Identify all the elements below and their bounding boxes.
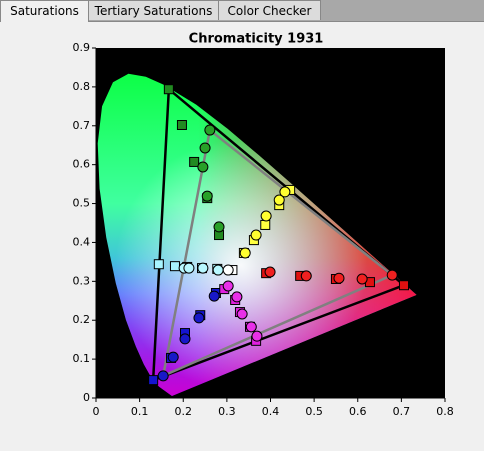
target-point: [398, 280, 409, 291]
measured-point: [197, 262, 209, 274]
measured-point: [213, 221, 225, 233]
measured-point: [236, 308, 248, 320]
measured-point: [157, 370, 169, 382]
measured-point: [167, 351, 179, 363]
measured-point: [208, 290, 220, 302]
gamut-triangle: [161, 127, 395, 378]
measured-point: [300, 270, 312, 282]
chart: Chromaticity 1931 0 0.1 0.2 0.3 0.4 0.5 0.6 0.7…: [73, 32, 454, 419]
x-tick-label: 0.5: [305, 405, 323, 418]
measured-point: [197, 161, 209, 173]
measured-point: [199, 142, 211, 154]
measured-point: [279, 186, 291, 198]
x-tick-label: 0: [93, 405, 100, 418]
measured-point: [239, 247, 251, 259]
tab-bar: Saturations Tertiary Saturations Color C…: [0, 0, 484, 22]
measured-point: [333, 272, 345, 284]
tab[interactable]: Saturations: [0, 0, 89, 22]
measured-point: [386, 269, 398, 281]
x-tick-label: 0.7: [393, 405, 411, 418]
measured-point: [179, 333, 191, 345]
y-tick-label: 0.3: [73, 274, 91, 287]
measured-point: [264, 266, 276, 278]
target-point: [189, 156, 200, 167]
measured-point: [250, 229, 262, 241]
measured-point: [212, 264, 224, 276]
x-tick-label: 0.6: [349, 405, 367, 418]
x-tick-label: 0.3: [218, 405, 236, 418]
tab[interactable]: Tertiary Saturations: [88, 0, 219, 20]
target-point: [260, 219, 271, 230]
x-tick-label: 0.8: [436, 405, 454, 418]
x-tick-label: 0.2: [175, 405, 193, 418]
measured-point: [201, 190, 213, 202]
target-point: [176, 120, 187, 130]
y-tick-label: 0.8: [73, 80, 91, 93]
measured-point: [251, 330, 263, 342]
x-tick-label: 0.4: [262, 405, 280, 418]
target-point: [153, 259, 164, 270]
measured-point: [273, 194, 285, 206]
measured-point: [222, 264, 234, 276]
y-tick-label: 0.6: [73, 158, 91, 171]
target-point: [148, 375, 159, 386]
chart-title: Chromaticity 1931: [189, 32, 324, 47]
measured-point: [193, 312, 205, 324]
y-tick-label: 0: [83, 391, 90, 404]
y-tick-label: 0.9: [73, 41, 91, 54]
target-point: [169, 261, 180, 272]
y-tick-label: 0.5: [73, 197, 91, 210]
measured-point: [356, 273, 368, 285]
measured-point: [204, 124, 216, 136]
y-tick-label: 0.7: [73, 119, 91, 132]
y-tick-label: 0.1: [73, 352, 91, 365]
y-tick-label: 0.4: [73, 235, 91, 248]
measured-point: [183, 262, 195, 274]
y-tick-label: 0.2: [73, 313, 91, 326]
measured-point: [222, 280, 234, 292]
tab[interactable]: Color Checker: [218, 0, 321, 20]
target-point: [163, 84, 174, 95]
measured-point: [231, 291, 243, 303]
measured-point: [260, 210, 272, 222]
x-tick-label: 0.1: [131, 405, 149, 418]
measured-point: [245, 321, 257, 333]
